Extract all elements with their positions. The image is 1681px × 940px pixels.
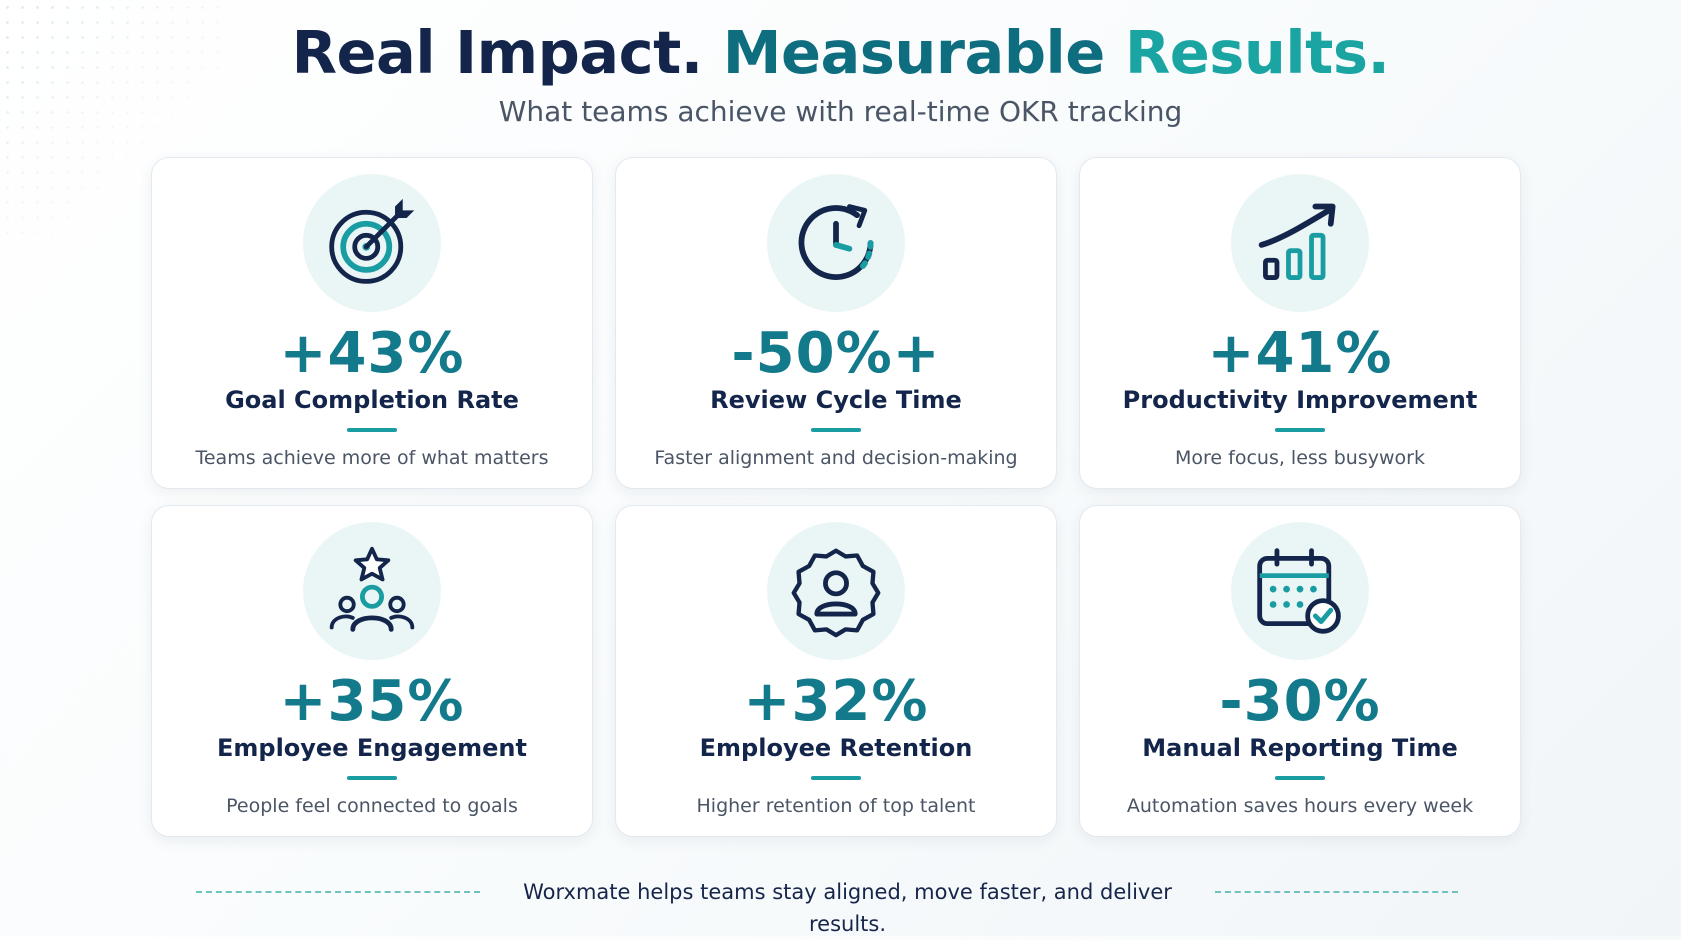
title-part-2: Measurable [722,18,1106,87]
metric-description: Automation saves hours every week [1126,795,1474,817]
metric-label: Employee Retention [699,734,973,762]
metric-label: Employee Engagement [216,734,527,762]
metric-description: Higher retention of top talent [696,795,976,817]
footer-dashed-line-right [1215,891,1458,893]
metric-label: Productivity Improvement [1122,386,1478,414]
metric-card-retention: +32% Employee Retention Higher retention… [615,505,1057,837]
metric-divider [347,776,397,780]
metric-card-productivity: +41% Productivity Improvement More focus… [1079,157,1521,489]
user-badge-icon [767,522,905,660]
team-star-icon [303,522,441,660]
metric-divider [347,428,397,432]
metric-label: Review Cycle Time [710,386,962,414]
page-subtitle: What teams achieve with real-time OKR tr… [498,95,1183,128]
metric-value: +32% [743,669,929,734]
growth-chart-icon [1231,174,1369,312]
metric-value: +43% [279,321,465,386]
metric-card-goal-completion: +43% Goal Completion Rate Teams achieve … [151,157,593,489]
title-part-3: Results. [1124,18,1390,87]
target-icon [303,174,441,312]
metric-label: Goal Completion Rate [225,386,519,414]
metric-card-review-cycle: -50%+ Review Cycle Time Faster alignment… [615,157,1057,489]
metric-description: Teams achieve more of what matters [195,447,549,469]
clock-icon [767,174,905,312]
metric-divider [1275,776,1325,780]
metric-divider [1275,428,1325,432]
metric-card-engagement: +35% Employee Engagement People feel con… [151,505,593,837]
metric-value: -50%+ [731,321,941,386]
footer-dashed-line-left [196,891,480,893]
calendar-check-icon [1231,522,1369,660]
metrics-grid: +43% Goal Completion Rate Teams achieve … [151,157,1521,837]
metric-value: -30% [1219,669,1381,734]
metric-divider [811,428,861,432]
metric-value: +35% [279,669,465,734]
metric-card-manual-reporting: -30% Manual Reporting Time Automation sa… [1079,505,1521,837]
metric-label: Manual Reporting Time [1142,734,1458,762]
footer-tagline: Worxmate helps teams stay aligned, move … [523,880,1172,936]
metric-description: Faster alignment and decision-making [654,447,1018,469]
page-title: Real Impact. Measurable Results. [0,18,1681,88]
footer: Worxmate helps teams stay aligned, move … [0,876,1681,936]
metric-description: People feel connected to goals [226,795,518,817]
metric-value: +41% [1207,321,1393,386]
metric-description: More focus, less busywork [1175,447,1425,469]
title-part-1: Real Impact. [291,18,704,87]
metric-divider [811,776,861,780]
